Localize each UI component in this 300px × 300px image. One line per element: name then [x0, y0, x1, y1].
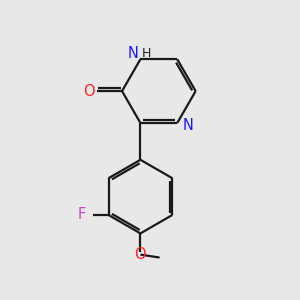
Text: H: H — [142, 47, 151, 60]
Text: N: N — [127, 46, 138, 62]
Text: F: F — [78, 208, 86, 223]
Text: N: N — [182, 118, 194, 133]
Text: O: O — [83, 84, 94, 99]
Text: O: O — [135, 247, 146, 262]
